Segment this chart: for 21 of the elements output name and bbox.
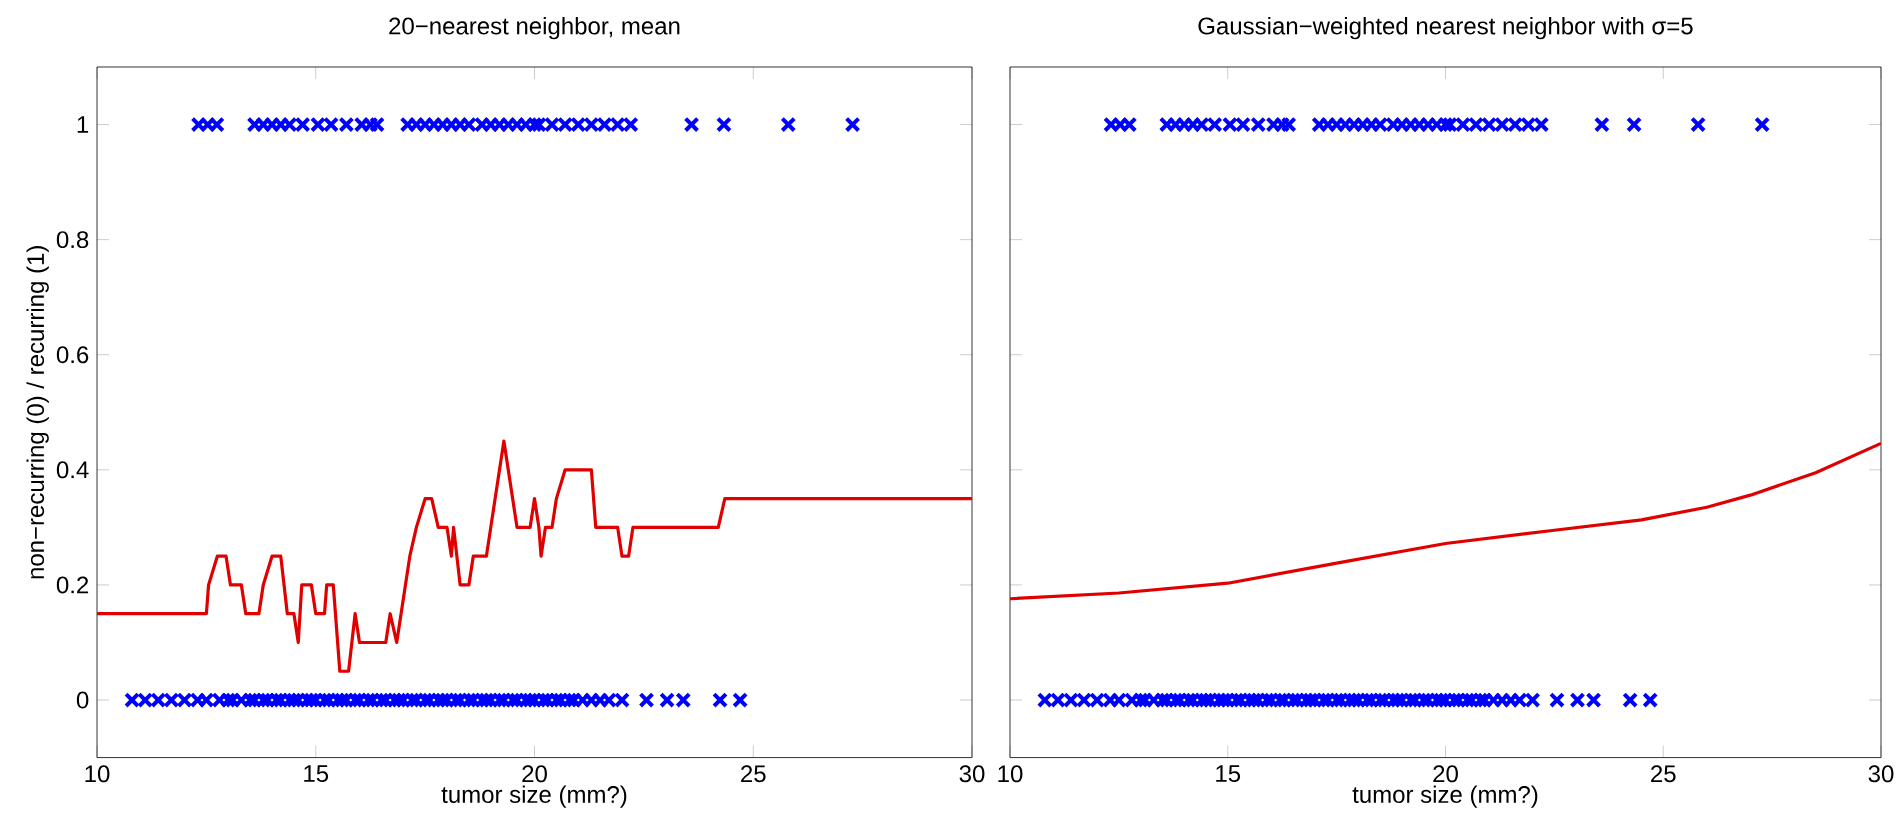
x-tick-label: 20 xyxy=(522,765,547,783)
y-axis-title: non−recurring (0) / recurring (1) xyxy=(26,246,49,579)
x-tick-label: 15 xyxy=(1216,765,1241,783)
y-tick-label: 0 xyxy=(76,691,89,709)
x-tick-label: 30 xyxy=(959,765,985,783)
x-tick-label: 20 xyxy=(1433,765,1458,783)
y-tick-label: 0.2 xyxy=(56,576,89,594)
chart-title: 20−nearest neighbor, mean xyxy=(389,16,680,40)
x-tick-label: 25 xyxy=(1651,765,1676,783)
x-tick-label: 25 xyxy=(741,765,766,783)
x-tick-label: 10 xyxy=(85,765,110,783)
y-tick-label: 0.4 xyxy=(56,461,89,479)
y-tick-label: 0.8 xyxy=(56,231,89,249)
x-axis-title: tumor size (mm?) xyxy=(1352,785,1538,808)
x-axis-title: tumor size (mm?) xyxy=(441,785,627,808)
chart-title: Gaussian−weighted nearest neighbor with σ=5 xyxy=(1198,16,1693,40)
y-tick-label: 0.6 xyxy=(56,346,89,364)
x-tick-label: 30 xyxy=(1868,765,1894,783)
x-tick-label: 10 xyxy=(998,765,1023,783)
x-tick-label: 15 xyxy=(304,765,329,783)
y-tick-label: 1 xyxy=(77,116,89,133)
